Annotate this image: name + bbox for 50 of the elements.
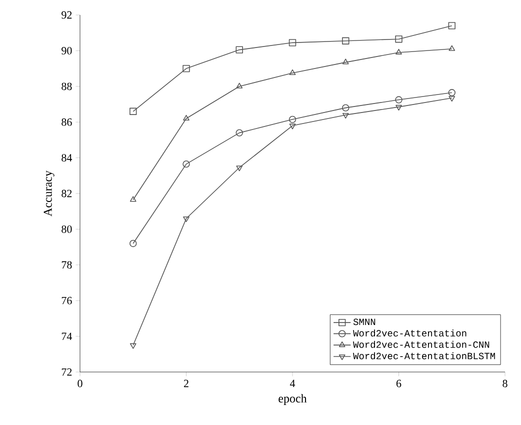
legend-label: Word2vec-Attentation — [353, 330, 466, 337]
point — [289, 69, 296, 76]
y-tick-label: 92 — [62, 11, 72, 19]
point — [130, 108, 137, 115]
y-tick-label: 88 — [62, 82, 72, 90]
point — [236, 46, 243, 54]
point — [236, 82, 243, 88]
y-tick-label: 82 — [62, 190, 72, 198]
point — [183, 216, 190, 222]
point — [396, 48, 402, 54]
y-tick-label: 76 — [62, 296, 72, 304]
point — [448, 22, 456, 30]
point — [130, 343, 136, 349]
y-tick-label: 78 — [62, 261, 72, 269]
point — [288, 39, 296, 46]
point — [395, 35, 402, 43]
y-tick-label: 84 — [62, 154, 72, 162]
y-tick-label: 72 — [62, 368, 72, 376]
legend-label: SMNN — [353, 318, 376, 326]
x-tick-label: 8 — [502, 380, 508, 388]
point — [448, 96, 456, 102]
point — [130, 196, 136, 202]
x-tick-label: 2 — [184, 380, 188, 388]
y-tick-label: 74 — [62, 332, 72, 340]
point — [448, 45, 456, 51]
y-axis-title: Accuracy — [44, 170, 54, 216]
y-tick-label: 90 — [62, 46, 72, 54]
point — [342, 37, 350, 44]
x-axis-title: epoch — [278, 394, 307, 405]
point — [183, 114, 190, 121]
x-tick-label: 0 — [78, 380, 82, 388]
point — [130, 240, 137, 248]
point — [182, 64, 190, 72]
x-tick-label: 4 — [290, 380, 296, 388]
point — [342, 104, 350, 112]
y-tick-label: 86 — [62, 118, 72, 126]
point — [288, 116, 296, 124]
point — [289, 124, 296, 130]
point — [342, 112, 349, 119]
point — [396, 104, 402, 111]
y-tick-label: 80 — [62, 225, 72, 233]
point — [236, 166, 243, 172]
x-tick-label: 6 — [396, 380, 402, 388]
legend-label: Word2vec-Attentation-CNN — [353, 340, 490, 348]
point — [342, 58, 349, 64]
point — [236, 129, 243, 136]
point — [395, 96, 402, 104]
legend-label: Word2vec-AttentationBLSTM — [353, 352, 495, 360]
point — [448, 89, 456, 96]
point — [182, 160, 190, 168]
